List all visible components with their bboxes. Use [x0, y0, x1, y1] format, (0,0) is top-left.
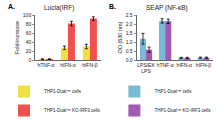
svg-text:B.: B. [109, 3, 116, 10]
svg-text:hIFN-β: hIFN-β [82, 62, 98, 68]
svg-text:0: 0 [28, 57, 31, 63]
svg-text:hTNF-α: hTNF-α [157, 62, 174, 68]
svg-text:THP1-Dual™ KO-IRF3 cells: THP1-Dual™ KO-IRF3 cells [44, 108, 101, 113]
svg-text:1.5: 1.5 [126, 30, 133, 36]
svg-text:60: 60 [26, 30, 32, 36]
svg-text:hIFN-α: hIFN-α [177, 62, 193, 68]
svg-text:1.0: 1.0 [126, 39, 133, 45]
svg-text:0.0: 0.0 [126, 57, 133, 63]
svg-text:Fold-increase: Fold-increase [14, 21, 20, 54]
svg-text:hIFN-β: hIFN-β [196, 62, 212, 68]
svg-text:hIFN-α: hIFN-α [60, 62, 76, 68]
svg-text:THP1-Dual™ cells: THP1-Dual™ cells [44, 89, 82, 94]
svg-text:A.: A. [8, 3, 15, 10]
svg-text:100: 100 [23, 12, 32, 18]
svg-text:hTNF-α: hTNF-α [37, 62, 54, 68]
svg-text:0.5: 0.5 [126, 48, 133, 54]
svg-text:2.5: 2.5 [126, 12, 133, 18]
svg-text:THP1-Dual™ KO-IRF3 cells: THP1-Dual™ KO-IRF3 cells [154, 108, 211, 113]
svg-text:OD (630 nm): OD (630 nm) [117, 21, 123, 53]
svg-text:THP1-Dual™ cells: THP1-Dual™ cells [154, 89, 192, 94]
svg-text:LPS/EKLPS: LPS/EKLPS [137, 62, 155, 75]
svg-text:80: 80 [26, 21, 32, 27]
svg-text:20: 20 [26, 48, 32, 54]
svg-text:2.0: 2.0 [126, 21, 133, 27]
svg-text:Lucia(IRF): Lucia(IRF) [44, 4, 74, 12]
svg-text:40: 40 [26, 39, 32, 45]
svg-text:SEAP (NF-κB): SEAP (NF-κB) [146, 4, 188, 12]
